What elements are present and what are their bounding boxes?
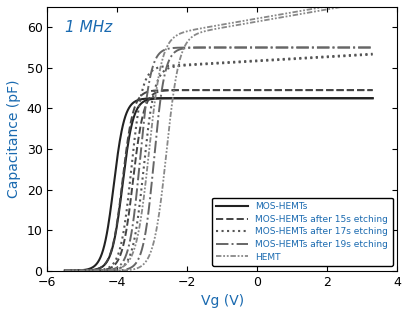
HEMT: [363, 0, 368, 2]
MOS-HEMTs after 17s etching: [370, 52, 375, 56]
MOS-HEMTs: [229, 96, 234, 100]
MOS-HEMTs after 15s etching: [208, 88, 213, 92]
MOS-HEMTs after 19s etching: [315, 46, 319, 49]
Line: HEMT: HEMT: [65, 0, 373, 271]
MOS-HEMTs: [315, 96, 320, 100]
Line: MOS-HEMTs: MOS-HEMTs: [65, 98, 373, 271]
MOS-HEMTs after 15s etching: [229, 88, 234, 92]
MOS-HEMTs: [62, 269, 67, 272]
MOS-HEMTs after 15s etching: [246, 88, 251, 92]
Text: 1 MHz: 1 MHz: [65, 20, 112, 35]
MOS-HEMTs after 19s etching: [229, 46, 234, 49]
HEMT: [208, 25, 213, 28]
HEMT: [315, 6, 319, 10]
MOS-HEMTs after 15s etching: [211, 88, 215, 92]
Line: MOS-HEMTs after 17s etching: MOS-HEMTs after 17s etching: [65, 54, 373, 271]
Legend: MOS-HEMTs, MOS-HEMTs after 15s etching, MOS-HEMTs after 17s etching, MOS-HEMTs a: MOS-HEMTs, MOS-HEMTs after 15s etching, …: [212, 198, 392, 266]
MOS-HEMTs after 19s etching: [62, 269, 67, 272]
MOS-HEMTs: [370, 96, 375, 100]
HEMT: [246, 18, 251, 22]
MOS-HEMTs after 17s etching: [363, 52, 368, 56]
MOS-HEMTs: [211, 96, 215, 100]
MOS-HEMTs after 19s etching: [246, 46, 251, 49]
MOS-HEMTs after 19s etching: [208, 46, 213, 49]
MOS-HEMTs after 17s etching: [315, 55, 319, 59]
Y-axis label: Capacitance (pF): Capacitance (pF): [7, 80, 21, 198]
MOS-HEMTs: [309, 96, 314, 100]
MOS-HEMTs after 17s etching: [246, 59, 251, 63]
MOS-HEMTs: [246, 96, 251, 100]
MOS-HEMTs after 15s etching: [364, 88, 368, 92]
HEMT: [229, 21, 234, 25]
Line: MOS-HEMTs after 19s etching: MOS-HEMTs after 19s etching: [65, 48, 373, 271]
MOS-HEMTs after 15s etching: [62, 269, 67, 272]
MOS-HEMTs after 19s etching: [211, 46, 215, 49]
MOS-HEMTs after 17s etching: [211, 61, 215, 65]
MOS-HEMTs: [208, 96, 213, 100]
MOS-HEMTs after 15s etching: [318, 88, 323, 92]
MOS-HEMTs after 19s etching: [336, 46, 341, 49]
Line: MOS-HEMTs after 15s etching: MOS-HEMTs after 15s etching: [65, 90, 373, 271]
HEMT: [62, 269, 67, 272]
X-axis label: Vg (V): Vg (V): [201, 294, 244, 308]
MOS-HEMTs after 15s etching: [370, 88, 375, 92]
MOS-HEMTs after 17s etching: [62, 269, 67, 272]
MOS-HEMTs: [364, 96, 368, 100]
MOS-HEMTs after 17s etching: [208, 61, 213, 65]
HEMT: [211, 24, 215, 28]
MOS-HEMTs after 17s etching: [229, 60, 234, 64]
MOS-HEMTs after 19s etching: [364, 46, 368, 49]
MOS-HEMTs after 19s etching: [370, 46, 375, 49]
MOS-HEMTs after 15s etching: [315, 88, 319, 92]
